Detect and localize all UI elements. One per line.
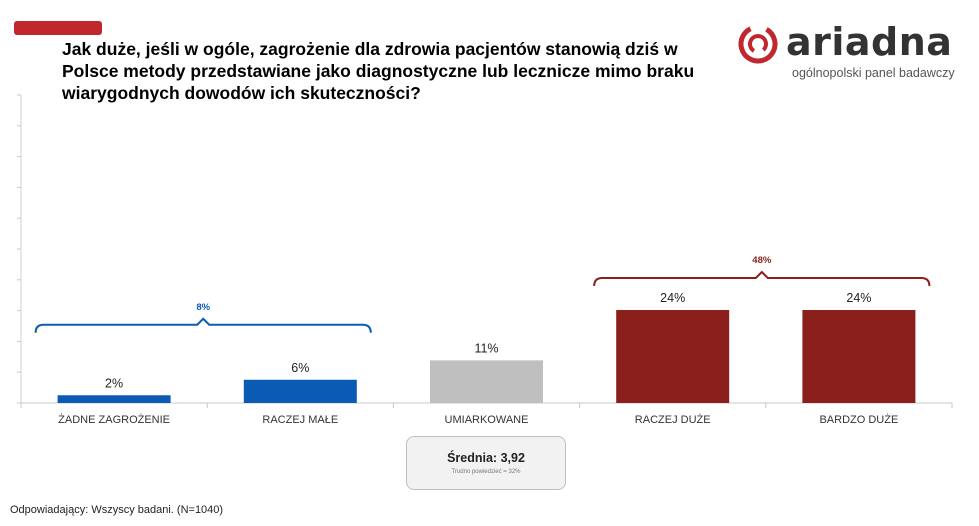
logo-mark-icon — [738, 24, 778, 64]
bracket — [34, 317, 372, 333]
bar — [243, 379, 357, 403]
value-label: 11% — [474, 341, 498, 355]
logo-wordmark: ariadna — [786, 20, 953, 64]
value-label: 24% — [660, 291, 685, 305]
category-label: RACZEJ MAŁE — [262, 414, 338, 426]
bar — [430, 360, 543, 403]
category-label: ŻADNE ZAGROŻENIE — [58, 413, 170, 426]
bar — [802, 310, 916, 403]
value-label: 6% — [291, 361, 309, 375]
logo-tagline: ogólnopolski panel badawczy — [792, 66, 955, 80]
average-label: Średnia: 3,92 — [447, 451, 525, 465]
bar — [616, 310, 730, 403]
bracket-label: 48% — [752, 255, 772, 266]
category-label: RACZEJ DUŻE — [635, 413, 711, 426]
bar-chart: 2% ŻADNE ZAGROŻENIE 6% RACZEJ MAŁE 11% UMIARK… — [17, 94, 953, 426]
bracket-label: 8% — [196, 302, 210, 313]
ariadna-logo: ariadna ogólnopolski panel badawczy — [734, 18, 969, 82]
average-note: Trudno powiedzieć = 32% — [451, 469, 521, 475]
value-label: 2% — [105, 376, 123, 390]
respondents-note: Odpowiadający: Wszyscy badani. (N=1040) — [10, 504, 224, 516]
bracket — [593, 270, 931, 287]
chart-title: Jak duże, jeśli w ogóle, zagrożenie dla … — [62, 39, 695, 103]
accent-bar — [14, 21, 102, 35]
value-label: 24% — [846, 291, 871, 305]
category-label: UMIARKOWANE — [445, 414, 529, 426]
bar — [57, 395, 171, 403]
category-label: BARDZO DUŻE — [819, 413, 898, 426]
average-box: Średnia: 3,92 Trudno powiedzieć = 32% — [406, 436, 566, 490]
